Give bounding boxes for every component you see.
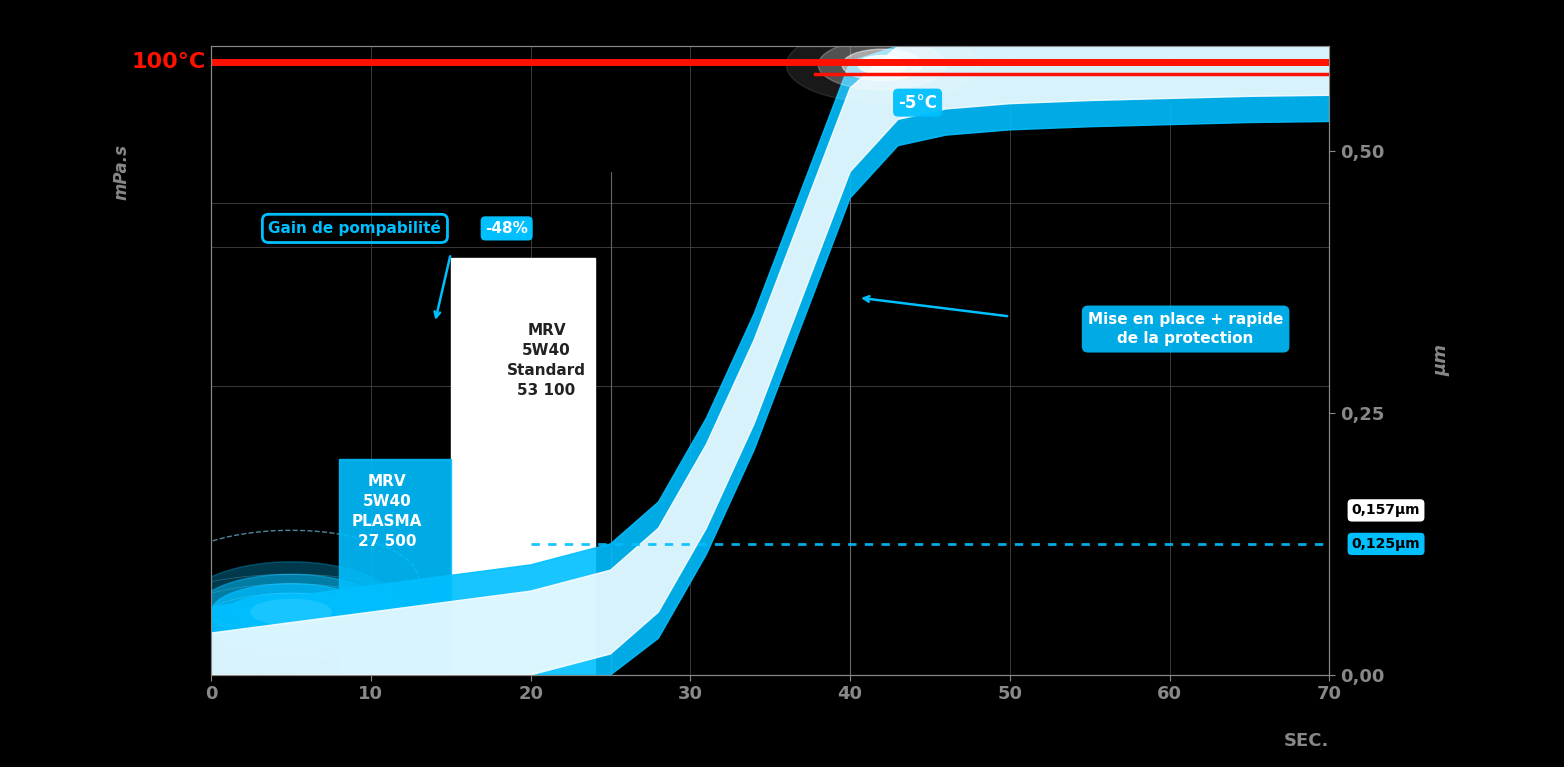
Circle shape (859, 55, 906, 74)
Bar (339, 459, 450, 675)
Text: Mise en place + rapide
de la protection: Mise en place + rapide de la protection (1089, 311, 1284, 347)
Polygon shape (227, 593, 355, 631)
Text: SEC.: SEC. (1284, 732, 1329, 749)
Text: Gain de pompabilité: Gain de pompabilité (269, 220, 441, 236)
Polygon shape (180, 561, 404, 663)
Circle shape (841, 49, 923, 81)
Circle shape (818, 40, 946, 90)
Text: MRV
5W40
PLASMA
27 500: MRV 5W40 PLASMA 27 500 (352, 474, 422, 548)
Text: µm: µm (1433, 344, 1450, 377)
Text: 100°C: 100°C (131, 51, 205, 72)
Bar (450, 258, 594, 675)
Polygon shape (211, 46, 1329, 675)
Text: 0,157µm: 0,157µm (1351, 503, 1420, 518)
Polygon shape (211, 584, 371, 640)
Polygon shape (211, 46, 1329, 675)
Polygon shape (196, 574, 386, 650)
Text: -48%: -48% (485, 221, 529, 236)
Text: -5°C: -5°C (898, 94, 937, 112)
Polygon shape (252, 600, 332, 624)
Text: mPa.s: mPa.s (113, 143, 131, 200)
Text: 0,125µm: 0,125µm (1351, 537, 1420, 551)
Circle shape (787, 27, 978, 103)
Text: MRV
5W40
Standard
53 100: MRV 5W40 Standard 53 100 (507, 323, 586, 398)
